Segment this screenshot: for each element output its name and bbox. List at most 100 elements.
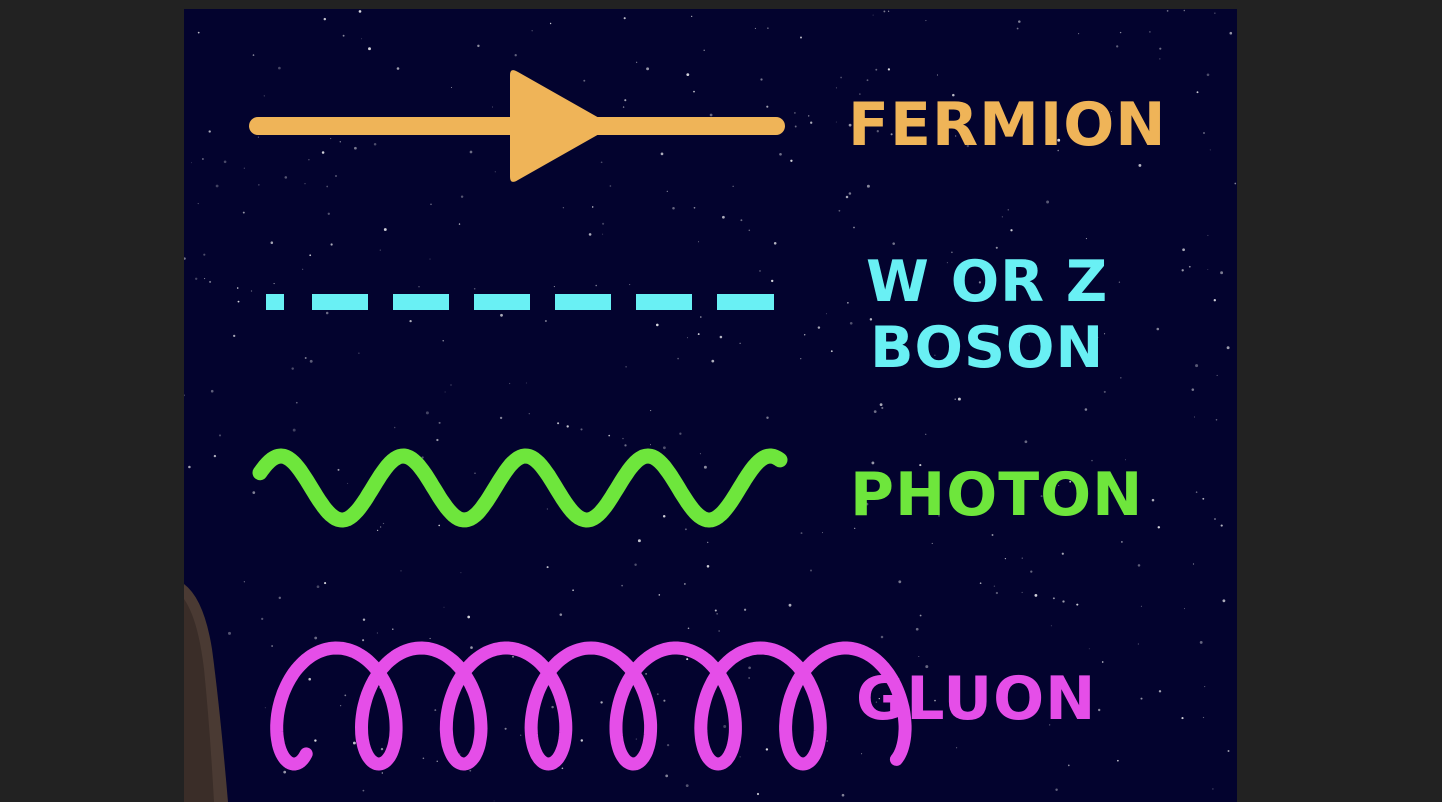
- star: [1088, 648, 1090, 650]
- star: [1050, 625, 1052, 627]
- star: [337, 468, 340, 471]
- star: [469, 769, 472, 772]
- star: [1195, 491, 1198, 493]
- star: [459, 753, 461, 755]
- star: [429, 637, 431, 640]
- star: [739, 342, 741, 344]
- star: [1166, 10, 1169, 12]
- star: [739, 756, 741, 758]
- star: [330, 138, 332, 140]
- star: [382, 522, 385, 525]
- star: [826, 740, 828, 742]
- star: [1183, 9, 1186, 12]
- star: [600, 161, 603, 164]
- star: [732, 185, 734, 187]
- star: [1007, 209, 1009, 211]
- star: [803, 334, 806, 336]
- star: [330, 243, 333, 246]
- star: [1091, 459, 1093, 462]
- star: [898, 580, 902, 584]
- star: [918, 655, 920, 658]
- star: [1055, 788, 1058, 791]
- label-wz-line1: W OR Z: [866, 249, 1109, 315]
- star: [794, 125, 797, 128]
- star: [865, 502, 869, 506]
- star: [444, 391, 446, 393]
- wz-dash: [312, 294, 368, 310]
- star: [1024, 440, 1028, 444]
- star: [602, 233, 604, 235]
- star: [1125, 459, 1126, 461]
- star: [1110, 110, 1113, 113]
- star: [1151, 498, 1155, 502]
- star: [237, 300, 240, 303]
- star: [663, 699, 666, 702]
- star: [703, 465, 707, 469]
- star: [1001, 216, 1003, 218]
- star: [1067, 764, 1070, 767]
- wz-dash: [636, 294, 692, 310]
- star: [698, 241, 700, 243]
- star: [838, 209, 841, 212]
- star: [278, 596, 282, 600]
- star: [925, 665, 929, 669]
- star: [339, 141, 341, 143]
- star: [1202, 716, 1205, 719]
- wz-dash: [474, 294, 530, 310]
- star: [270, 241, 274, 244]
- star: [887, 10, 890, 12]
- star: [859, 93, 861, 95]
- star: [635, 738, 637, 740]
- star: [309, 254, 312, 257]
- star: [800, 532, 803, 535]
- star: [841, 793, 845, 797]
- star: [1202, 497, 1205, 500]
- star: [875, 68, 878, 71]
- star: [703, 49, 705, 52]
- star: [760, 78, 763, 81]
- wz-dash: [393, 294, 449, 310]
- star: [215, 184, 219, 188]
- star: [1085, 238, 1087, 240]
- star: [719, 335, 723, 339]
- star: [327, 212, 330, 215]
- star: [1137, 564, 1141, 567]
- star: [1196, 91, 1199, 94]
- presenter-silhouette: [184, 584, 228, 802]
- star: [1057, 149, 1059, 152]
- star: [711, 359, 715, 363]
- star: [821, 532, 824, 534]
- star: [460, 572, 462, 574]
- star: [429, 258, 431, 260]
- star: [242, 211, 245, 214]
- star: [656, 693, 659, 695]
- star: [700, 316, 702, 318]
- star: [314, 739, 317, 742]
- star: [347, 482, 349, 484]
- star: [767, 27, 769, 29]
- label-wz-boson: W OR Z BOSON: [866, 249, 1108, 381]
- star: [1195, 364, 1199, 368]
- star: [925, 433, 927, 435]
- star: [608, 434, 610, 437]
- star: [995, 591, 999, 595]
- star: [1010, 229, 1013, 232]
- star: [693, 206, 696, 209]
- star: [1018, 20, 1021, 23]
- star: [875, 701, 878, 703]
- star: [223, 160, 227, 164]
- star: [697, 333, 700, 336]
- star: [1120, 377, 1122, 379]
- star: [1015, 116, 1018, 118]
- star: [218, 434, 222, 437]
- star: [978, 281, 982, 284]
- star: [938, 515, 940, 517]
- star: [201, 158, 204, 160]
- star: [748, 229, 751, 232]
- star: [624, 444, 627, 447]
- star: [323, 17, 327, 21]
- star: [872, 14, 874, 16]
- star: [1040, 495, 1043, 498]
- starfield-background: [184, 9, 1237, 802]
- star: [879, 403, 883, 406]
